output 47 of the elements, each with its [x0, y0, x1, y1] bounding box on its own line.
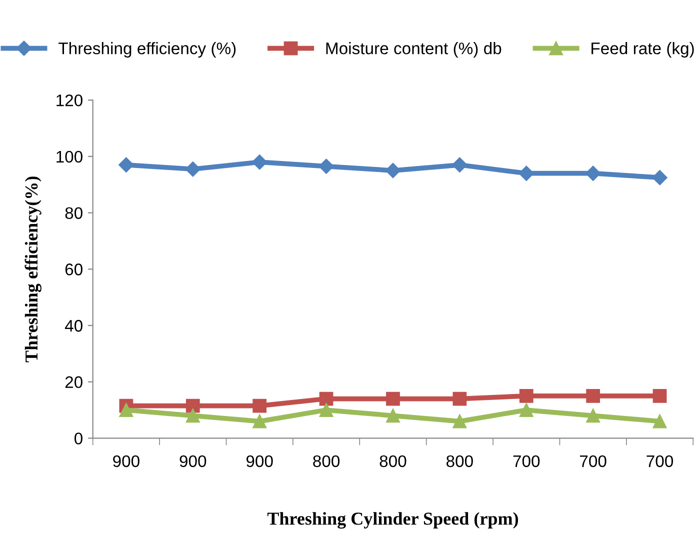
point — [252, 154, 268, 170]
x-tick-label: 800 — [380, 455, 406, 468]
y-tick-label: 0 — [74, 432, 82, 444]
x-tick-label: 800 — [446, 455, 473, 468]
point — [252, 398, 267, 413]
point — [586, 389, 600, 403]
y-axis-title: Threshing efficiency(%) — [24, 176, 42, 362]
point — [452, 392, 467, 406]
legend-label: Threshing efficiency (%) — [58, 42, 236, 58]
point — [186, 398, 200, 413]
point — [652, 414, 667, 428]
x-tick-label: 700 — [513, 455, 540, 468]
point — [119, 403, 134, 417]
y-tick-label: 120 — [56, 94, 82, 106]
point — [319, 392, 334, 406]
point — [385, 162, 401, 178]
point — [652, 389, 667, 403]
y-tick-label: 80 — [65, 207, 82, 219]
point — [652, 170, 668, 186]
point — [586, 408, 600, 423]
x-tick-label: 900 — [180, 455, 206, 468]
point — [318, 158, 334, 174]
x-tick-label: 900 — [246, 455, 273, 468]
point — [519, 403, 534, 417]
x-tick-label: 800 — [313, 455, 340, 468]
point — [518, 166, 534, 181]
point — [585, 166, 601, 181]
x-axis-title: Threshing Cylinder Speed (rpm) — [267, 512, 518, 529]
x-tick-label: 900 — [113, 455, 140, 468]
point — [185, 162, 200, 177]
point — [386, 392, 400, 406]
y-tick-label: 60 — [65, 264, 82, 276]
y-tick-label: 100 — [56, 150, 82, 163]
point — [452, 157, 468, 172]
x-tick-label: 700 — [580, 455, 606, 468]
legend-label: Moisture content (%) db — [326, 42, 502, 58]
point — [319, 403, 334, 417]
y-tick-label: 20 — [65, 376, 82, 388]
y-tick-label: 40 — [64, 320, 82, 332]
point — [252, 414, 267, 428]
point — [386, 408, 400, 423]
point — [186, 408, 200, 423]
legend-label: Feed rate (kg) — [592, 42, 694, 58]
point — [519, 389, 534, 403]
point — [118, 157, 134, 172]
x-tick-label: 700 — [646, 455, 674, 468]
point — [452, 414, 467, 428]
